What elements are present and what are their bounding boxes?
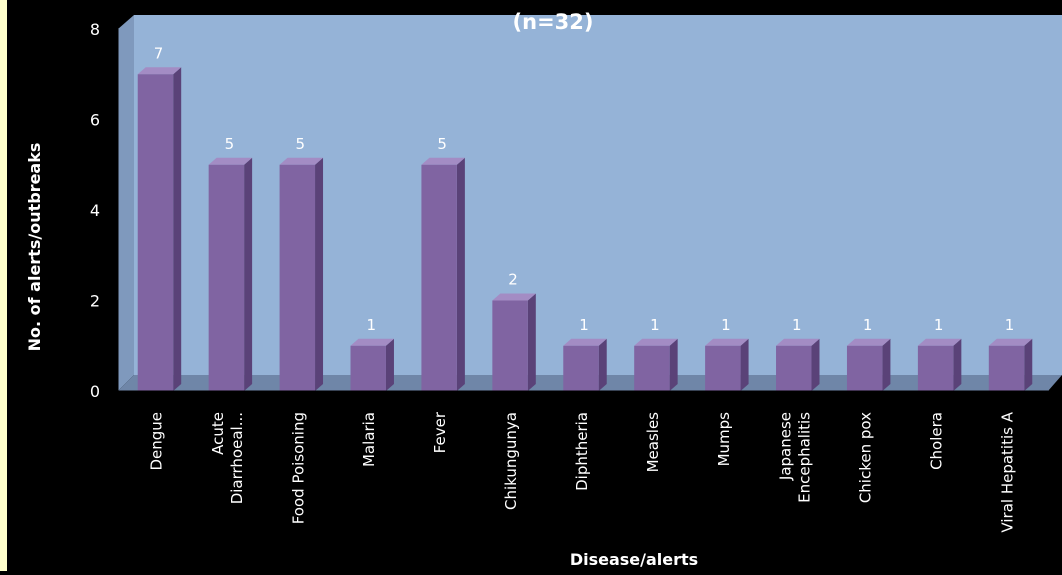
bar-top	[137, 67, 182, 75]
y-tick-label: 8	[90, 20, 100, 39]
x-tick-label: Food Poisoning	[289, 412, 307, 524]
data-label: 1	[721, 316, 731, 334]
bars	[137, 67, 1033, 391]
x-tick-label: Diarrhoeal...	[228, 412, 246, 504]
bar	[350, 338, 394, 391]
data-label: 1	[650, 316, 660, 334]
bar-side	[740, 338, 749, 391]
x-tick-label: Cholera	[928, 412, 946, 470]
bar-side	[173, 67, 182, 391]
data-label: 1	[579, 316, 589, 334]
bar-side	[598, 338, 607, 391]
y-tick-label: 6	[90, 111, 100, 130]
bar-front	[705, 345, 741, 391]
data-label: 5	[437, 135, 447, 153]
bar-front	[279, 164, 316, 391]
x-axis-label: Disease/alerts	[570, 550, 698, 569]
bar	[776, 338, 820, 391]
bar	[705, 338, 749, 391]
bar-top	[421, 157, 465, 165]
x-tick-label: Diphtheria	[573, 412, 591, 491]
x-tick-label: Viral Hepatitis A	[999, 411, 1017, 532]
data-label: 1	[366, 316, 376, 334]
data-label: 2	[508, 271, 518, 289]
bar-side	[811, 338, 820, 391]
bar-top	[350, 338, 394, 346]
x-tick-label: Fever	[431, 411, 449, 453]
x-tick-label: Chikungunya	[502, 412, 520, 510]
y-tick-label: 0	[90, 382, 100, 401]
bar-front	[846, 345, 883, 391]
bar	[917, 338, 962, 391]
x-tick-label: Measles	[644, 412, 662, 473]
bar-top	[279, 157, 324, 165]
bar-side	[527, 293, 536, 391]
y-axis: 0 2 4 6 8	[90, 20, 119, 401]
x-tick-label: Acute	[209, 412, 227, 455]
bar-top	[634, 338, 678, 346]
bar	[634, 338, 678, 391]
bar-top	[846, 338, 891, 346]
bar	[279, 157, 324, 391]
bar-front	[208, 164, 245, 391]
chart-title: (n=32)	[513, 10, 594, 34]
bar-side	[1024, 338, 1033, 391]
x-tick-label: Encephalitis	[795, 412, 813, 503]
bar-side	[315, 157, 324, 391]
bar	[137, 67, 182, 391]
x-tick-label: Japanese	[776, 412, 794, 481]
bar-top	[917, 338, 962, 346]
bar	[421, 157, 465, 391]
data-label: 7	[154, 44, 164, 62]
bar	[208, 157, 253, 391]
bar-side	[456, 157, 465, 391]
data-label: 1	[1005, 316, 1015, 334]
bar	[492, 293, 536, 391]
data-label: 5	[296, 135, 306, 153]
left-border-strip	[0, 0, 7, 571]
bar	[846, 338, 891, 391]
bar-front	[421, 164, 457, 391]
bar-front	[634, 345, 670, 391]
y-tick-label: 2	[90, 292, 100, 311]
bar-front	[563, 345, 599, 391]
bar-front	[776, 345, 812, 391]
plot-background	[118, 15, 1062, 391]
bar	[988, 338, 1033, 391]
data-labels: 7 5 5 1 5 2 1 1 1 1 1 1 1	[154, 44, 1015, 334]
data-label: 1	[934, 316, 944, 334]
plot-side-wall	[118, 15, 134, 391]
data-label: 1	[863, 316, 873, 334]
bar-top	[492, 293, 536, 301]
bar-front	[137, 74, 174, 391]
x-tick-label: Chicken pox	[857, 412, 875, 503]
plot-back-wall	[134, 15, 1062, 375]
bar-side	[385, 338, 394, 391]
bar	[563, 338, 607, 391]
x-axis: Dengue Acute Diarrhoeal... Food Poisoning Ma…	[118, 390, 1048, 533]
bar-top	[208, 157, 253, 165]
bar-top	[705, 338, 749, 346]
bar-top	[988, 338, 1033, 346]
bar-front	[917, 345, 954, 391]
bar-front	[350, 345, 386, 391]
bar-front	[492, 300, 528, 391]
y-tick-label: 4	[90, 201, 100, 220]
x-tick-label: Mumps	[715, 412, 733, 467]
x-tick-label: Dengue	[147, 412, 165, 471]
data-label: 5	[225, 135, 235, 153]
bar-side	[244, 157, 253, 391]
bar-side	[669, 338, 678, 391]
bar-front	[988, 345, 1025, 391]
bar-side	[953, 338, 962, 391]
bar-side	[882, 338, 891, 391]
bar-top	[776, 338, 820, 346]
data-label: 1	[792, 316, 802, 334]
x-tick-label: Malaria	[360, 412, 378, 467]
bar-top	[563, 338, 607, 346]
y-axis-label: No. of alerts/outbreaks	[25, 143, 44, 352]
